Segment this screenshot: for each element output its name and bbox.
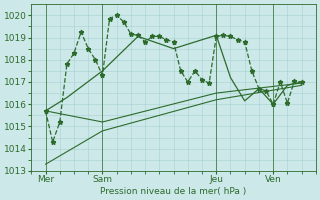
X-axis label: Pression niveau de la mer( hPa ): Pression niveau de la mer( hPa ) xyxy=(100,187,247,196)
